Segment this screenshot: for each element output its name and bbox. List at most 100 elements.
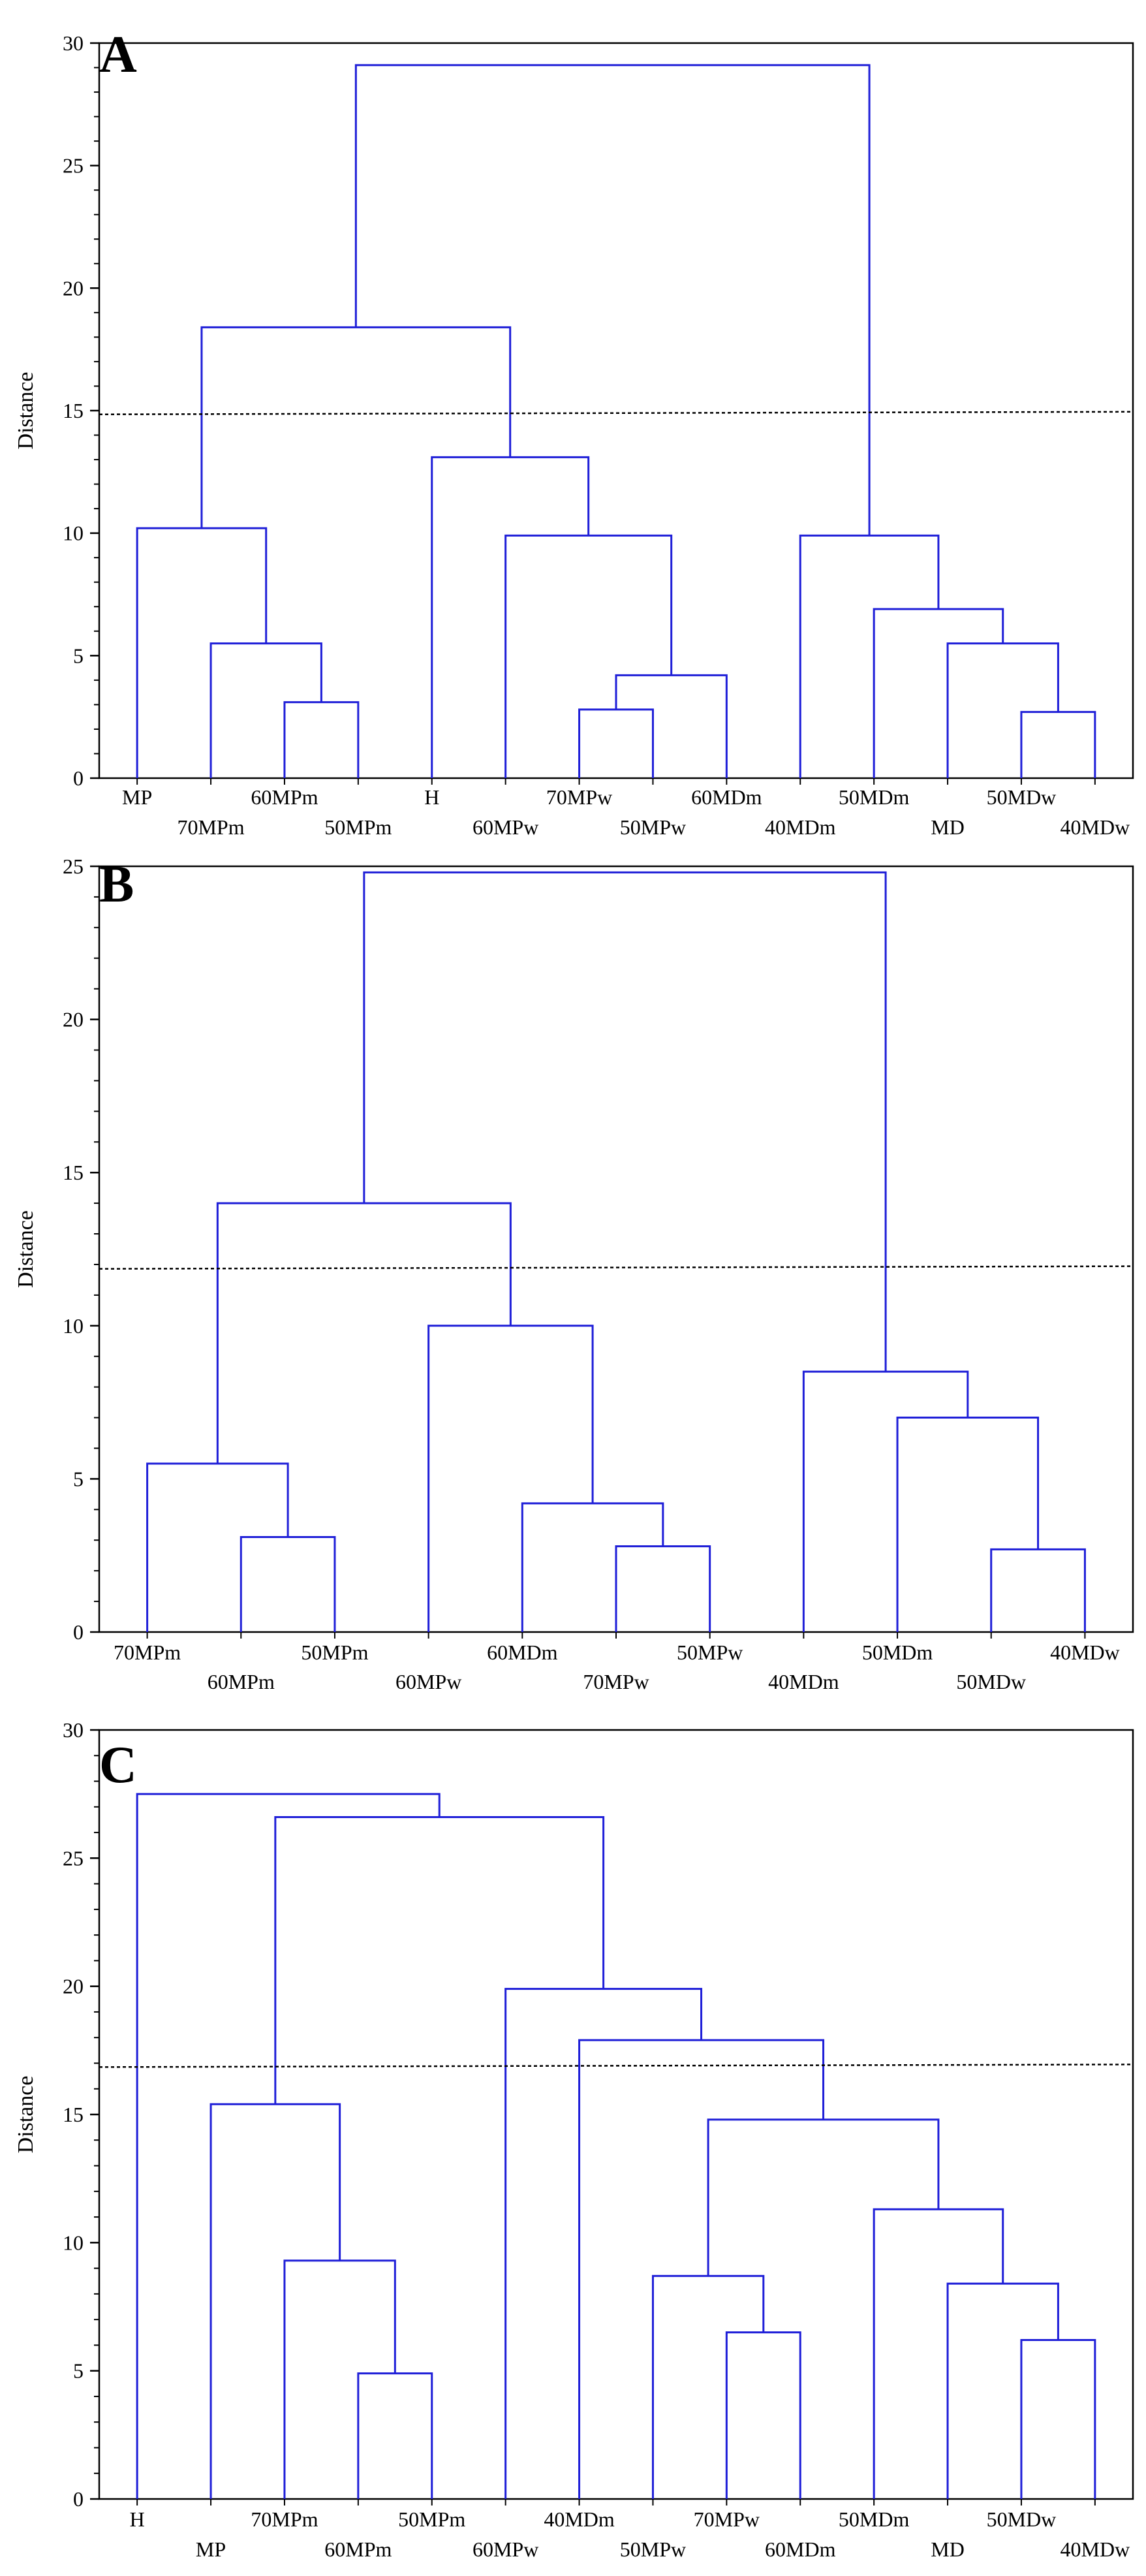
dendrogram-link — [200, 326, 512, 529]
y-tick-label: 0 — [73, 1620, 84, 1644]
y-tick-label: 25 — [63, 1846, 84, 1870]
dendrogram-link — [725, 2331, 801, 2499]
dendrogram-link — [209, 2103, 341, 2499]
dendrogram-link — [615, 674, 728, 778]
leaf-label: 50MDw — [956, 1670, 1026, 1693]
y-tick-label: 0 — [73, 766, 84, 790]
leaf-label: 60MPm — [251, 785, 318, 809]
leaf-label: 50MDw — [987, 785, 1057, 809]
dendrogram-link — [873, 608, 1004, 778]
y-tick-label: 20 — [63, 276, 84, 300]
dendrogram-link — [896, 1417, 1040, 1632]
cut-line — [99, 411, 1134, 416]
dendrogram-link — [136, 1793, 441, 2499]
leaf-label: 60MDm — [765, 2537, 836, 2561]
leaf-label: MP — [196, 2537, 226, 2561]
dendrogram-link — [873, 2208, 1004, 2499]
leaf-label: 70MPm — [177, 815, 244, 839]
leaf-label: 50MDm — [862, 1641, 933, 1664]
dendrogram-link — [209, 642, 322, 778]
y-axis-label: Distance — [14, 372, 38, 450]
leaf-label: 70MPm — [114, 1641, 181, 1664]
dendrogram-link — [651, 2274, 765, 2499]
leaf-label: H — [424, 785, 439, 809]
y-tick-label: 20 — [63, 1975, 84, 1998]
leaf-label: 70MPw — [694, 2507, 760, 2531]
panel-letter: C — [99, 1736, 137, 1794]
y-tick-label: 10 — [63, 2231, 84, 2254]
leaf-label: 50MPw — [677, 1641, 743, 1664]
plot-frame — [98, 865, 1134, 1633]
leaf-label: 50MPm — [324, 815, 392, 839]
y-tick-label: 30 — [63, 31, 84, 55]
y-tick-label: 15 — [63, 399, 84, 422]
leaf-label: 40MDw — [1061, 815, 1130, 839]
y-axis-label: Distance — [14, 1210, 38, 1288]
leaf-label: 60MPw — [395, 1670, 461, 1693]
leaf-label: 70MPw — [583, 1670, 649, 1693]
leaf-label: 70MPw — [546, 785, 612, 809]
y-tick-label: 25 — [63, 855, 84, 878]
y-tick-label: 0 — [73, 2487, 84, 2511]
y-tick-label: 10 — [63, 522, 84, 545]
y-axis-label: Distance — [14, 2076, 38, 2154]
dendrogram-link — [799, 534, 940, 778]
leaf-label: 60MPw — [472, 815, 538, 839]
leaf-label: 60MPw — [472, 2537, 538, 2561]
dendrogram-link — [615, 1545, 711, 1632]
leaf-label: 60MDm — [691, 785, 762, 809]
leaf-label: MP — [122, 785, 152, 809]
leaf-label: 50MDw — [987, 2507, 1057, 2531]
leaf-label: MD — [931, 2537, 965, 2561]
dendrogram-link — [274, 1816, 605, 2105]
dendrogram-link — [146, 1462, 289, 1632]
y-tick-label: 20 — [63, 1008, 84, 1031]
leaf-label: 70MPm — [251, 2507, 318, 2531]
leaf-label: 50MDm — [839, 2507, 910, 2531]
y-tick-label: 15 — [63, 2103, 84, 2126]
dendrogram-link — [946, 2282, 1059, 2499]
dendrogram-link — [283, 2259, 396, 2499]
dendrogram-link — [1020, 2339, 1096, 2499]
cut-line — [99, 1265, 1134, 1270]
leaf-label: 60MDm — [487, 1641, 558, 1664]
dendrogram-link — [707, 2118, 940, 2276]
leaf-label: 60MPm — [324, 2537, 392, 2561]
panel-b: 0 5 10 15 20 25 Distance B 70MPm 60MPm 50MPm 60MPw 6… — [14, 855, 1134, 1693]
dendrogram-link — [990, 1548, 1086, 1632]
cut-line — [99, 2064, 1134, 2068]
dendrogram-link — [427, 1325, 594, 1632]
leaf-label: 50MDm — [839, 785, 910, 809]
leaf-label: 60MPm — [208, 1670, 275, 1693]
leaf-label: 40MDw — [1061, 2537, 1130, 2561]
leaf-label: H — [130, 2507, 145, 2531]
leaf-label: 50MPm — [398, 2507, 465, 2531]
dendrogram-link — [802, 1370, 969, 1632]
y-tick-label: 15 — [63, 1161, 84, 1184]
dendrogram-link — [946, 642, 1059, 778]
leaf-label: 50MPw — [620, 815, 686, 839]
y-tick-label: 5 — [73, 2359, 84, 2383]
y-tick-label: 30 — [63, 1718, 84, 1742]
dendrogram-link — [521, 1502, 664, 1632]
leaf-label: 50MPw — [620, 2537, 686, 2561]
dendrogram-link — [240, 1536, 336, 1632]
dendrogram-link — [504, 534, 673, 778]
dendrogram-link — [1020, 711, 1096, 778]
y-tick-label: 5 — [73, 644, 84, 667]
panel-letter: A — [99, 26, 137, 84]
dendrogram-link — [578, 2039, 825, 2499]
leaf-label: 40MDm — [544, 2507, 615, 2531]
y-tick-label: 5 — [73, 1467, 84, 1490]
dendrogram-link — [354, 64, 871, 536]
dendrogram-link — [578, 708, 654, 778]
panel-letter: B — [99, 856, 134, 913]
dendrogram-link — [216, 1202, 512, 1464]
leaf-label: 40MDm — [768, 1670, 839, 1693]
plot-frame — [98, 1729, 1134, 2500]
dendrogram-link — [283, 701, 360, 778]
dendrogram-link — [357, 2372, 433, 2499]
